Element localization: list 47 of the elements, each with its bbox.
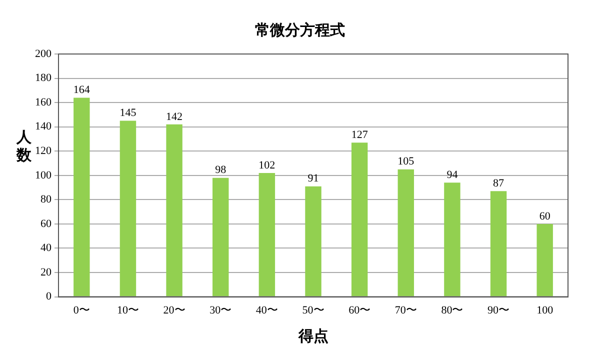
data-label: 142 [166,110,183,123]
y-tick-label: 140 [35,120,52,133]
y-tick-label: 160 [35,96,52,108]
y-tick-label: 80 [40,194,52,206]
x-tick-label: 40〜 [256,304,278,316]
bar [258,172,276,296]
x-tick-label: 70〜 [394,304,417,316]
bar [351,142,368,296]
bar [120,120,136,296]
y-tick-label: 0 [46,290,52,303]
x-tick-label: 90〜 [488,304,510,316]
x-axis-title: 得点 [297,326,328,345]
data-label: 105 [398,156,415,168]
bar [444,182,460,296]
data-label: 164 [73,84,90,96]
bar [490,191,507,296]
data-label: 102 [258,159,276,172]
data-label: 94 [446,169,458,182]
x-tick-label: 20〜 [163,304,186,316]
bar [536,224,553,296]
x-tick-label: 100 [536,304,554,316]
y-axis-title: 人数 [16,128,32,164]
data-label: 145 [120,107,137,120]
data-label: 127 [351,129,368,142]
bar [212,178,229,296]
data-label: 98 [215,164,227,176]
y-tick-label: 200 [35,48,52,60]
x-tick-label: 60〜 [348,304,371,316]
bar [398,169,414,296]
x-tick-label: 80〜 [441,304,464,316]
chart-title: 常微分方程式 [255,20,345,39]
y-tick-label: 180 [35,72,52,84]
y-tick-label: 100 [35,169,52,182]
y-tick-label: 60 [40,218,52,230]
y-tick-label: 120 [35,145,52,158]
bar [166,124,182,296]
bar [305,186,322,296]
x-tick-label: 30〜 [210,304,232,316]
x-tick-label: 50〜 [302,304,324,316]
data-label: 91 [308,172,319,185]
y-tick-label: 40 [40,242,52,254]
bar [74,98,90,296]
data-label: 60 [539,210,551,222]
data-label: 87 [493,178,505,190]
x-tick-label: 10〜 [116,304,139,316]
y-tick-label: 20 [40,266,52,278]
x-tick-label: 0〜 [73,304,90,316]
